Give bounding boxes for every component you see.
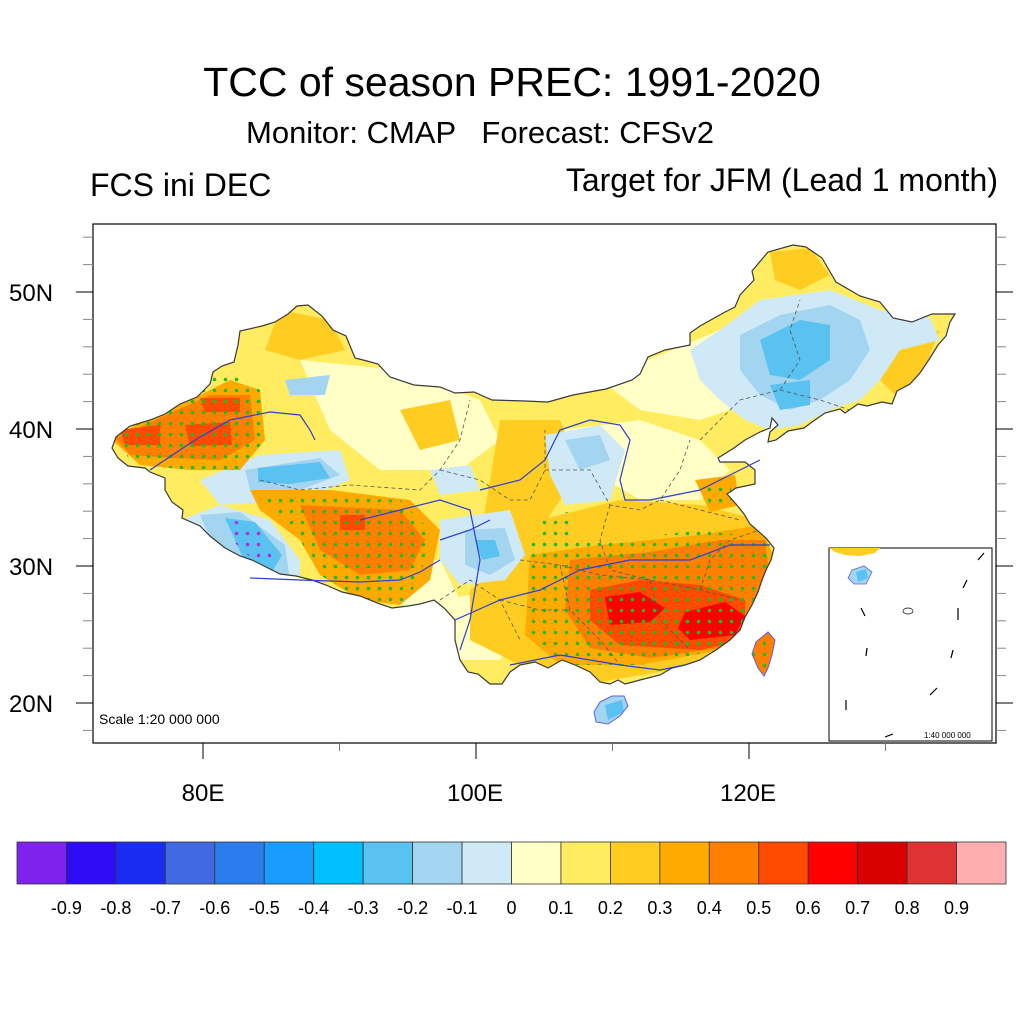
colorbar-level-label: 0.5 (746, 898, 772, 918)
colorbar-level-label: -0.3 (347, 898, 379, 918)
colorbar-box (115, 841, 166, 885)
lat-tick-label-40n: 40N (9, 417, 54, 444)
lat-tick-label-50n: 50N (9, 280, 54, 307)
colorbar-box (610, 841, 661, 885)
colorbar-level-label: 0.7 (845, 898, 871, 918)
figure-title: TCC of season PREC: 1991-2020 (203, 59, 821, 105)
colorbar-box (708, 841, 760, 885)
colorbar-box (412, 841, 463, 885)
colorbar-level-label: -0.4 (298, 898, 330, 918)
province-boundaries (259, 299, 851, 666)
figure-subtitle: Monitor: CMAP Forecast: CFSv2 (246, 115, 714, 150)
colorbar (16, 841, 1007, 885)
colorbar-box (807, 841, 859, 885)
colorbar-level-label: -0.2 (397, 898, 429, 918)
colorbar-box (560, 841, 611, 885)
lon-tick-label-100e: 100E (446, 780, 504, 807)
colorbar-level-label: 0.6 (795, 898, 821, 918)
colorbar-box (906, 841, 957, 885)
colorbar-level-label: -0.9 (50, 898, 82, 918)
colorbar-level-label: 0.8 (894, 898, 920, 918)
colorbar-box (461, 841, 512, 885)
map-scale-label: Scale 1:20 000 000 (99, 711, 220, 727)
colorbar-level-label: -0.5 (248, 898, 280, 918)
colorbar-box (758, 841, 809, 885)
left-string: FCS ini DEC (90, 167, 272, 203)
colorbar-box (511, 841, 562, 885)
colorbar-level-label: -0.7 (149, 898, 181, 918)
rivers (149, 411, 770, 671)
colorbar-level-label: 0.3 (647, 898, 673, 918)
colorbar-box (16, 841, 67, 885)
colorbar-box (214, 841, 265, 885)
colorbar-box (263, 841, 315, 885)
colorbar-level-label: -0.8 (100, 898, 132, 918)
colorbar-box (313, 841, 364, 885)
lat-tick-label-20n: 20N (9, 691, 54, 718)
lat-tick-label-30n: 30N (9, 554, 54, 581)
inset-scale-label: 1:40 000 000 (924, 731, 971, 740)
colorbar-box (857, 841, 908, 885)
colorbar-box (659, 841, 710, 885)
south-china-sea-inset (828, 547, 993, 742)
lon-tick-label-80e: 80E (181, 780, 225, 807)
right-string: Target for JFM (Lead 1 month) (565, 162, 998, 198)
lon-tick-label-120e: 120E (719, 780, 777, 807)
colorbar-level-label: 0.4 (696, 898, 722, 918)
colorbar-level-label: 0.1 (548, 898, 574, 918)
colorbar-level-label: 0.9 (944, 898, 970, 918)
colorbar-level-label: 0.2 (597, 898, 623, 918)
taiwan-field (752, 632, 775, 676)
colorbar-box (164, 841, 216, 885)
colorbar-level-label: -0.1 (446, 898, 478, 918)
colorbar-level-label: -0.6 (199, 898, 231, 918)
colorbar-box (956, 841, 1007, 885)
colorbar-box (362, 841, 413, 885)
colorbar-level-label: 0 (506, 898, 517, 918)
axis-ticks (76, 236, 1013, 759)
colorbar-box (66, 841, 117, 885)
